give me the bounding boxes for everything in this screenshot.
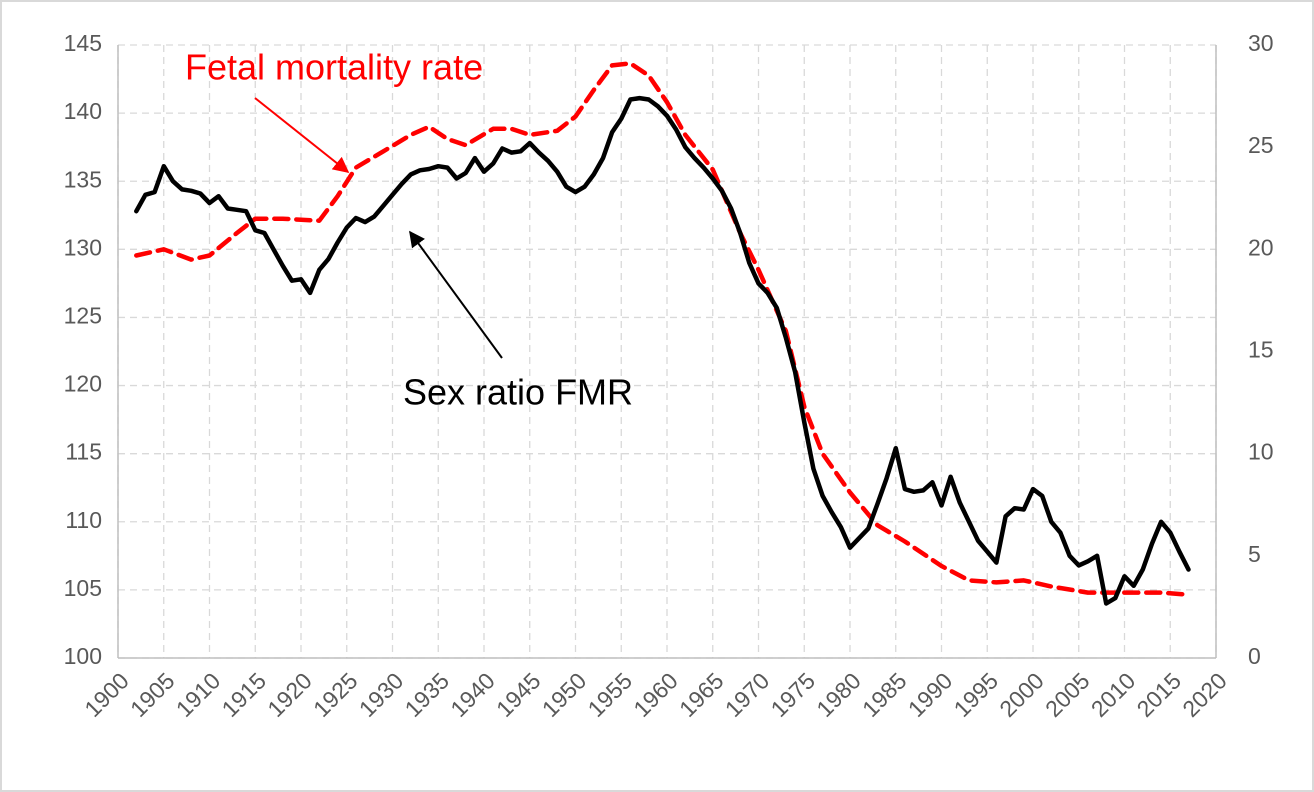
series-line bbox=[134, 61, 1191, 597]
y-tick-label: 120 bbox=[64, 371, 102, 397]
y-tick-label: 145 bbox=[64, 30, 102, 56]
y-tick-label: 125 bbox=[64, 303, 102, 329]
y2-tick-label: 25 bbox=[1248, 132, 1274, 158]
y-tick-label: 105 bbox=[64, 575, 102, 601]
annotation-arrow bbox=[254, 97, 350, 173]
y-tick-label: 130 bbox=[64, 234, 102, 260]
y-tick-label: 110 bbox=[65, 507, 102, 533]
y2-tick-label: 0 bbox=[1248, 643, 1261, 669]
y2-tick-label: 30 bbox=[1248, 30, 1274, 56]
y-tick-label: 135 bbox=[64, 166, 102, 192]
y-tick-label: 100 bbox=[64, 643, 102, 669]
series-line bbox=[134, 95, 1191, 606]
annotation: Sex ratio FMR bbox=[403, 372, 633, 413]
y2-tick-label: 5 bbox=[1248, 541, 1261, 567]
y-tick-label: 115 bbox=[65, 439, 102, 465]
annotation-arrow bbox=[409, 230, 503, 359]
annotation: Fetal mortality rate bbox=[185, 47, 483, 88]
y2-tick-label: 10 bbox=[1248, 439, 1274, 465]
y2-tick-label: 20 bbox=[1248, 234, 1274, 260]
y2-tick-label: 15 bbox=[1248, 337, 1274, 363]
y-tick-label: 140 bbox=[64, 98, 102, 124]
